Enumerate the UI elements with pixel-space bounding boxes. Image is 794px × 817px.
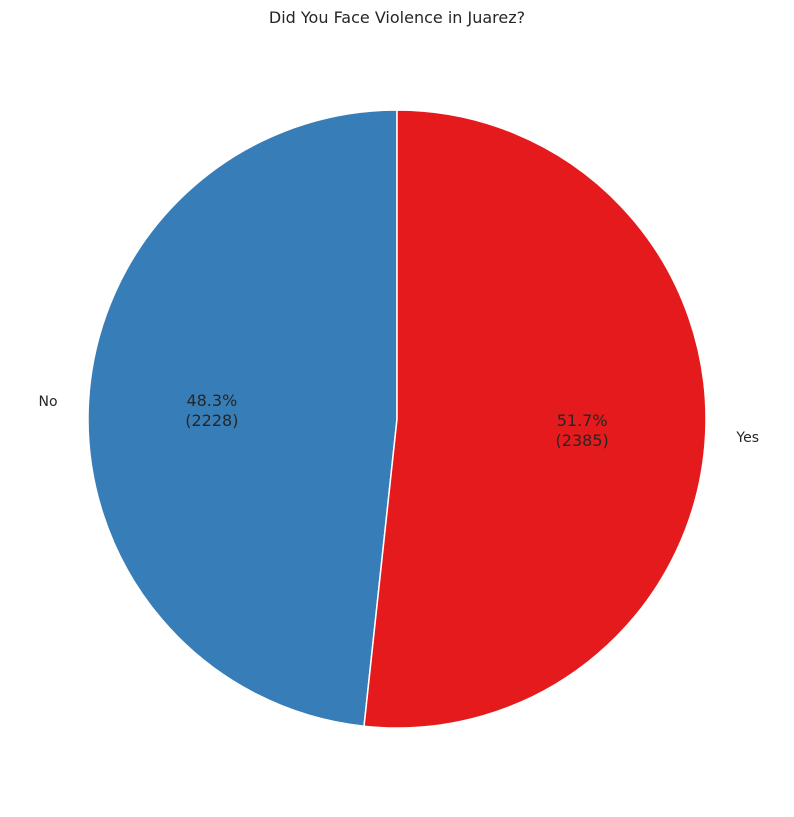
count-label-yes: (2385) <box>556 431 609 450</box>
category-label-yes: Yes <box>735 430 759 446</box>
percent-label-no: 48.3% <box>186 391 237 410</box>
percent-label-yes: 51.7% <box>557 411 608 430</box>
pie-slice-yes <box>363 109 707 729</box>
category-label-no: No <box>39 394 58 410</box>
count-label-no: (2228) <box>185 411 238 430</box>
chart-title: Did You Face Violence in Juarez? <box>268 8 526 27</box>
pie-slice-no <box>87 109 398 728</box>
